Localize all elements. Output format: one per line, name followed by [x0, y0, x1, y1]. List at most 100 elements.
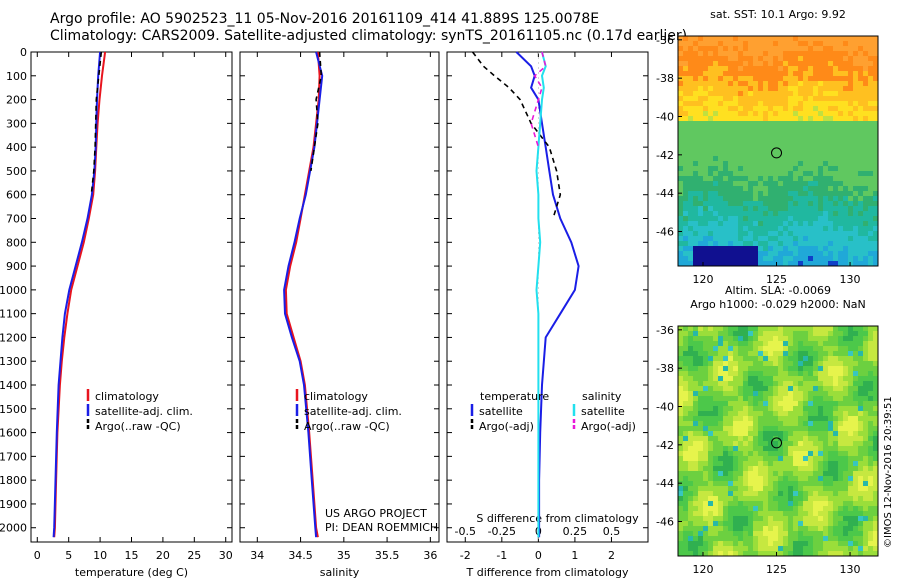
- heatmap-cell: [838, 531, 843, 536]
- heatmap-cell: [818, 106, 823, 111]
- heatmap-cell: [758, 381, 763, 386]
- heatmap-cell: [733, 356, 738, 361]
- heatmap-cell: [728, 166, 733, 171]
- heatmap-cell: [828, 121, 833, 126]
- heatmap-cell: [688, 141, 693, 146]
- heatmap-cell: [718, 36, 723, 41]
- heatmap-cell: [833, 221, 838, 226]
- heatmap-cell: [688, 241, 693, 246]
- heatmap-cell: [688, 61, 693, 66]
- heatmap-cell: [688, 41, 693, 46]
- heatmap-cell: [798, 106, 803, 111]
- heatmap-cell: [823, 516, 828, 521]
- heatmap-cell: [843, 226, 848, 231]
- heatmap-cell: [688, 526, 693, 531]
- heatmap-cell: [823, 186, 828, 191]
- heatmap-cell: [748, 536, 753, 541]
- heatmap-cell: [783, 431, 788, 436]
- heatmap-cell: [723, 181, 728, 186]
- heatmap-cell: [758, 446, 763, 451]
- heatmap-cell: [868, 46, 873, 51]
- heatmap-cell: [693, 336, 698, 341]
- heatmap-cell: [788, 201, 793, 206]
- heatmap-cell: [803, 341, 808, 346]
- heatmap-cell: [723, 246, 728, 251]
- heatmap-cell: [703, 441, 708, 446]
- heatmap-cell: [778, 441, 783, 446]
- legend-label: Argo(..raw -QC): [304, 420, 390, 433]
- x-axis-label: salinity: [320, 566, 360, 579]
- heatmap-cell: [858, 216, 863, 221]
- heatmap-cell: [773, 136, 778, 141]
- heatmap-cell: [788, 86, 793, 91]
- heatmap-cell: [833, 451, 838, 456]
- heatmap-cell: [838, 256, 843, 261]
- heatmap-cell: [773, 341, 778, 346]
- heatmap-cell: [753, 326, 758, 331]
- heatmap-cell: [803, 416, 808, 421]
- heatmap-cell: [773, 196, 778, 201]
- heatmap-cell: [758, 511, 763, 516]
- heatmap-cell: [728, 61, 733, 66]
- heatmap-cell: [803, 151, 808, 156]
- heatmap-cell: [743, 481, 748, 486]
- heatmap-cell: [738, 551, 743, 556]
- heatmap-cell: [778, 471, 783, 476]
- heatmap-cell: [768, 196, 773, 201]
- heatmap-cell: [863, 236, 868, 241]
- heatmap-cell: [693, 506, 698, 511]
- heatmap-cell: [863, 511, 868, 516]
- heatmap-cell: [783, 526, 788, 531]
- heatmap-cell: [858, 141, 863, 146]
- heatmap-cell: [833, 186, 838, 191]
- heatmap-cell: [863, 326, 868, 331]
- heatmap-cell: [778, 486, 783, 491]
- heatmap-cell: [793, 426, 798, 431]
- heatmap-cell: [718, 536, 723, 541]
- heatmap-cell: [868, 326, 873, 331]
- heatmap-cell: [808, 426, 813, 431]
- heatmap-cell: [823, 86, 828, 91]
- heatmap-cell: [778, 491, 783, 496]
- heatmap-cell: [698, 111, 703, 116]
- heatmap-cell: [808, 326, 813, 331]
- heatmap-cell: [758, 436, 763, 441]
- heatmap-cell: [873, 246, 878, 251]
- plot-frame: [30, 51, 233, 543]
- heatmap-cell: [818, 131, 823, 136]
- heatmap-cell: [833, 41, 838, 46]
- heatmap-cell: [728, 246, 733, 251]
- heatmap-cell: [773, 486, 778, 491]
- heatmap-cell: [753, 136, 758, 141]
- heatmap-cell: [678, 46, 683, 51]
- heatmap-cell: [708, 501, 713, 506]
- heatmap-cell: [848, 446, 853, 451]
- heatmap-cell: [778, 351, 783, 356]
- heatmap-cell: [818, 476, 823, 481]
- heatmap-cell: [813, 176, 818, 181]
- heatmap-cell: [773, 36, 778, 41]
- heatmap-cell: [753, 86, 758, 91]
- heatmap-cell: [728, 161, 733, 166]
- heatmap-cell: [753, 241, 758, 246]
- heatmap-cell: [783, 446, 788, 451]
- heatmap-cell: [838, 351, 843, 356]
- heatmap-cell: [813, 546, 818, 551]
- heatmap-cell: [763, 91, 768, 96]
- heatmap-cell: [743, 61, 748, 66]
- heatmap-cell: [738, 371, 743, 376]
- heatmap-cell: [843, 466, 848, 471]
- heatmap-cell: [813, 346, 818, 351]
- heatmap-cell: [818, 466, 823, 471]
- heatmap-cell: [858, 371, 863, 376]
- heatmap-cell: [778, 341, 783, 346]
- heatmap-cell: [693, 116, 698, 121]
- heatmap-cell: [868, 481, 873, 486]
- heatmap-cell: [753, 401, 758, 406]
- heatmap-cell: [693, 171, 698, 176]
- heatmap-cell: [733, 206, 738, 211]
- heatmap-cell: [713, 331, 718, 336]
- heatmap-cell: [698, 386, 703, 391]
- heatmap-cell: [758, 346, 763, 351]
- heatmap-cell: [723, 236, 728, 241]
